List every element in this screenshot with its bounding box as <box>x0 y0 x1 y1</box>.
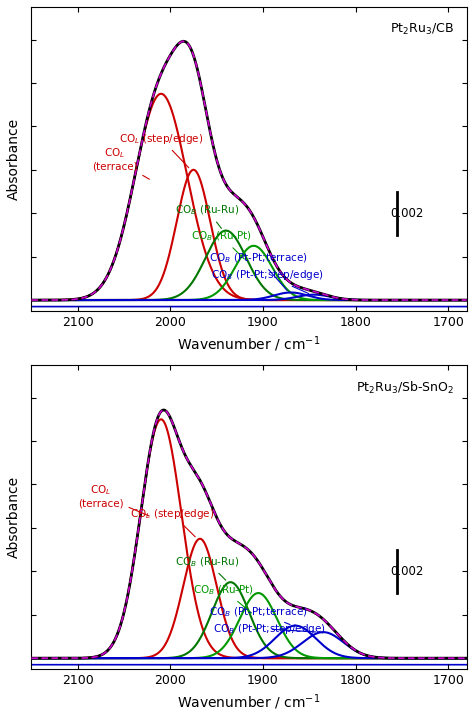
Text: CO$_B$ (Ru-Pt): CO$_B$ (Ru-Pt) <box>191 229 252 259</box>
Text: CO$_B$ (Ru-Ru): CO$_B$ (Ru-Ru) <box>175 203 240 229</box>
X-axis label: Wavenumber / cm$^{-1}$: Wavenumber / cm$^{-1}$ <box>177 334 321 354</box>
Text: CO$_L$
(terrace): CO$_L$ (terrace) <box>78 482 149 516</box>
Text: Pt$_2$Ru$_3$/Sb-SnO$_2$: Pt$_2$Ru$_3$/Sb-SnO$_2$ <box>356 380 454 396</box>
Text: CO$_L$ (step/edge): CO$_L$ (step/edge) <box>130 507 214 537</box>
Y-axis label: Absorbance: Absorbance <box>7 476 21 558</box>
Text: Pt$_2$Ru$_3$/CB: Pt$_2$Ru$_3$/CB <box>390 22 454 37</box>
Text: CO$_B$ (Pt-Pt;step/edge): CO$_B$ (Pt-Pt;step/edge) <box>213 622 326 636</box>
Text: 0.002: 0.002 <box>390 565 423 578</box>
Text: CO$_B$ (Ru-Ru): CO$_B$ (Ru-Ru) <box>175 555 240 580</box>
Text: CO$_B$ (Pt-Pt;terrace): CO$_B$ (Pt-Pt;terrace) <box>209 605 308 625</box>
Y-axis label: Absorbance: Absorbance <box>7 118 21 200</box>
Text: CO$_B$ (Pt-Pt;step/edge): CO$_B$ (Pt-Pt;step/edge) <box>211 268 324 293</box>
Text: 0.002: 0.002 <box>390 207 423 220</box>
Text: CO$_L$
(terrace): CO$_L$ (terrace) <box>92 147 149 179</box>
Text: CO$_B$ (Pt-Pt;terrace): CO$_B$ (Pt-Pt;terrace) <box>209 251 308 290</box>
X-axis label: Wavenumber / cm$^{-1}$: Wavenumber / cm$^{-1}$ <box>177 692 321 712</box>
Text: CO$_L$ (step/edge): CO$_L$ (step/edge) <box>119 132 203 168</box>
Text: CO$_B$ (Ru-Pt): CO$_B$ (Ru-Pt) <box>193 583 255 613</box>
